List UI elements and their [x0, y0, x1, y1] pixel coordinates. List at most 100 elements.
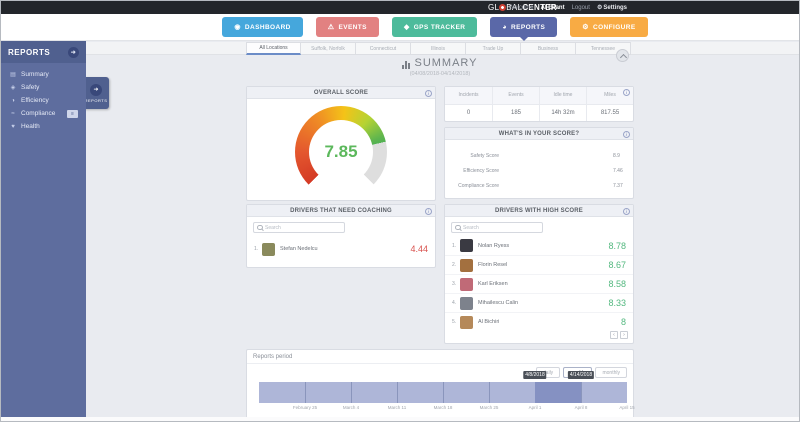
safety-score-row: Safety Score 8.9	[470, 152, 620, 159]
avatar	[460, 296, 473, 310]
period-timeline[interactable]: 4/8/2018 4/14/2018	[259, 371, 627, 403]
page-next-button[interactable]: ›	[620, 331, 628, 339]
logo-text-pre: GL	[488, 3, 500, 12]
mini-tab-label: REPORTS	[84, 97, 108, 103]
search-icon	[455, 224, 461, 231]
nav-events-button[interactable]: ⚠ EVENTS	[315, 17, 379, 37]
driver-score: 8	[620, 317, 626, 327]
avatar	[460, 239, 473, 252]
info-icon[interactable]: i	[425, 207, 432, 215]
high-score-header: DRIVERS WITH HIGH SCORE i	[445, 205, 633, 217]
info-icon[interactable]: i	[623, 89, 630, 96]
selected-week-range[interactable]	[535, 382, 581, 403]
score-breakdown-panel: WHAT'S IN YOUR SCORE? i Safety Score 8.9…	[444, 127, 634, 199]
sidebar-item-safety[interactable]: ◈ Safety	[10, 84, 40, 91]
nav-gps-tracker-button[interactable]: ◆ GPS TRACKER	[391, 17, 478, 37]
username: Al Eilant	[540, 4, 565, 11]
stats-col-idle-time: Idle time	[539, 87, 586, 105]
sidebar-item-efficiency[interactable]: ◑ Efficiency	[1, 94, 86, 107]
score-breakdown-chart: Safety Score 8.9 Efficiency Score 7.46 C…	[445, 140, 633, 193]
tab-location-3[interactable]: Connecticut	[356, 42, 411, 55]
driver-score: 4.44	[410, 244, 428, 254]
gauge-hole	[309, 120, 373, 184]
stats-value-miles: 817.55	[586, 104, 633, 121]
logo-text-bold: CENTER	[522, 3, 558, 12]
nav-configure-button[interactable]: ⚙ CONFIGURE	[570, 17, 648, 37]
page-prev-button[interactable]: ‹	[610, 331, 618, 339]
timeline-axis: February 25 March 4 March 11 March 18 Ma…	[292, 405, 635, 410]
logo: GL BALCENTER	[488, 1, 557, 14]
info-icon[interactable]: i	[425, 89, 432, 97]
efficiency-score-row: Efficiency Score 7.46	[463, 167, 623, 174]
topbar: GL BALCENTER Welcome Al Eilant Logout ⚙Se…	[1, 1, 799, 14]
sidebar-item-summary[interactable]: ▤ Summary	[10, 71, 49, 78]
shield-icon: ◈	[10, 85, 16, 91]
sidebar-pin-icon[interactable]: ➜	[68, 46, 79, 58]
welcome-label: Welcome	[508, 4, 534, 11]
range-end-tooltip: 4/14/2018	[567, 371, 595, 379]
high-score-driver-row[interactable]: 5. Al Bichiri 8	[445, 312, 633, 331]
nav-dashboard-button[interactable]: ◉ DASHBOARD	[222, 17, 303, 37]
avatar	[262, 242, 275, 256]
sidebar-menu: ▤ Summary ◈ Safety ◑ Efficiency ≈ Compliance…	[1, 63, 86, 133]
nav-reports-button[interactable]: ◕ REPORTS	[490, 17, 558, 37]
high-score-search-input[interactable]	[463, 224, 539, 231]
sidebar-item-compliance[interactable]: ≈ Compliance ≡	[1, 107, 86, 120]
info-icon[interactable]: i	[623, 130, 630, 138]
main-nav: ◉ DASHBOARD ⚠ EVENTS ◆ GPS TRACKER ◕ REPORTS…	[1, 14, 799, 41]
tab-location-4[interactable]: Illinois	[411, 42, 466, 55]
reports-sidebar: REPORTS ➜ ▤ Summary ◈ Safety ◑ Efficiency ≈…	[1, 41, 86, 417]
waveform-icon: ≈	[11, 110, 15, 117]
score-breakdown-header: WHAT'S IN YOUR SCORE? i	[445, 128, 633, 140]
monthly-button[interactable]: monthly	[595, 367, 627, 378]
wrench-icon: ⚙	[582, 24, 589, 31]
map-pin-icon: ◆	[403, 24, 410, 31]
dashboard-gauge-icon: ◉	[234, 24, 241, 31]
stats-panel: Incidents Events Idle time Miles i 0 185 …	[444, 86, 634, 122]
tab-location-6[interactable]: Business	[521, 42, 576, 55]
overall-score-gauge: 7.85	[295, 106, 387, 198]
gear-icon: ⚙	[596, 5, 603, 11]
coaching-driver-row[interactable]: 1. Stefan Nedelcu 4.44	[254, 242, 428, 256]
driver-score: 8.58	[608, 279, 626, 289]
high-score-driver-row[interactable]: 1. Nolan Ryess 8.78	[452, 239, 626, 252]
logo-text-mid: BAL	[506, 3, 523, 12]
reports-circle-icon: ➜	[90, 83, 102, 96]
search-icon	[257, 224, 263, 231]
summary-heading: SUMMARY (04/08/2018-04/14/2018)	[246, 57, 634, 77]
coaching-header: DRIVERS THAT NEED COACHING i	[247, 205, 435, 217]
logout-link[interactable]: Logout	[571, 4, 590, 11]
topbar-user-area: Welcome Al Eilant Logout ⚙Settings	[509, 1, 627, 14]
date-range: (04/08/2018-04/14/2018)	[409, 71, 471, 77]
pie-chart-icon: ◕	[502, 23, 508, 31]
coaching-search-box	[253, 222, 345, 233]
sidebar-item-health[interactable]: ♥ Health	[1, 120, 86, 133]
tab-location-2[interactable]: Suffolk, Norfolk	[301, 42, 356, 55]
high-score-driver-row[interactable]: 2. Florin Resel 8.67	[445, 255, 633, 274]
overall-score-value: 7.85	[324, 142, 358, 161]
high-score-panel: DRIVERS WITH HIGH SCORE i 1. Nolan Ryess…	[444, 204, 634, 344]
tab-all-locations[interactable]: All Locations	[246, 42, 301, 55]
logo-globe-icon	[499, 4, 507, 11]
high-score-search-box	[451, 222, 543, 233]
collapse-button[interactable]	[616, 49, 629, 62]
stats-col-events: Events	[492, 87, 539, 105]
pagination: ‹ ›	[610, 331, 628, 339]
info-icon[interactable]: i	[623, 207, 630, 215]
high-score-driver-row[interactable]: 3. Karl Eriksen 8.58	[445, 274, 633, 293]
tab-location-5[interactable]: Trade Up	[466, 42, 521, 55]
coaching-search-input[interactable]	[265, 224, 341, 231]
gauge-icon: ◑	[11, 97, 15, 104]
sidebar-header: REPORTS ➜	[1, 41, 86, 63]
avatar	[460, 258, 473, 272]
settings-link[interactable]: ⚙Settings	[596, 5, 627, 11]
stats-col-miles: Miles i	[586, 87, 633, 105]
compliance-score-row: Compliance Score 7.37	[458, 182, 623, 189]
driver-score: 8.78	[608, 240, 626, 251]
compliance-badge: ≡	[67, 109, 78, 118]
reports-mini-tab[interactable]: ➜ REPORTS	[83, 77, 109, 109]
heart-icon: ♥	[11, 123, 15, 130]
high-score-driver-row[interactable]: 4. Mihailescu Calin 8.33	[445, 293, 633, 312]
overall-score-panel: OVERALL SCORE i 7.85	[246, 86, 436, 201]
